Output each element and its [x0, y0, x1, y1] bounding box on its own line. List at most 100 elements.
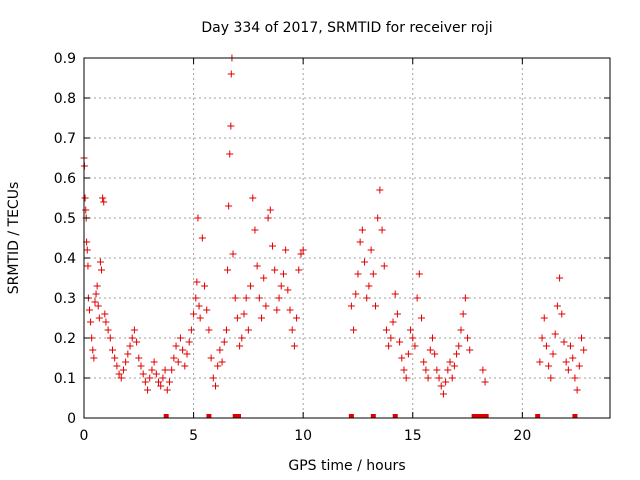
data-point: [98, 266, 106, 274]
data-point: [547, 374, 555, 382]
data-point: [347, 302, 355, 310]
data-point: [369, 270, 377, 278]
data-point: [389, 318, 397, 326]
data-point: [580, 346, 588, 354]
data-point: [575, 362, 583, 370]
data-point: [146, 374, 154, 382]
data-point: [356, 238, 364, 246]
data-point: [161, 366, 169, 374]
data-point: [453, 350, 461, 358]
data-point: [279, 270, 287, 278]
y-tick-label: 0.5: [54, 211, 76, 227]
data-point: [562, 358, 570, 366]
data-point: [413, 294, 421, 302]
data-point: [179, 346, 187, 354]
data-point: [367, 246, 375, 254]
data-point: [168, 366, 176, 374]
data-point: [216, 346, 224, 354]
gap-marker: [163, 414, 169, 418]
chart-title: Day 334 of 2017, SRMTID for receiver roj…: [201, 20, 492, 36]
data-point: [190, 310, 198, 318]
gap-marker: [572, 414, 578, 418]
data-point: [205, 326, 213, 334]
data-point: [165, 378, 173, 386]
data-point: [203, 306, 211, 314]
data-point: [227, 122, 235, 130]
data-point: [578, 334, 586, 342]
data-point: [409, 334, 417, 342]
y-tick-label: 0.3: [54, 291, 76, 307]
data-point: [196, 314, 204, 322]
data-point: [84, 262, 92, 270]
data-point: [382, 326, 390, 334]
data-point: [461, 294, 469, 302]
data-point: [277, 282, 285, 290]
data-point: [101, 310, 109, 318]
data-point: [201, 282, 209, 290]
data-point: [415, 270, 423, 278]
data-point: [262, 302, 270, 310]
y-tick-label: 0.4: [54, 251, 76, 267]
data-point: [91, 298, 99, 306]
data-point: [253, 262, 261, 270]
data-point: [247, 282, 255, 290]
data-point: [361, 258, 369, 266]
data-point: [183, 350, 191, 358]
data-point: [404, 350, 412, 358]
data-point: [260, 274, 268, 282]
gap-marker: [370, 414, 376, 418]
data-point: [549, 350, 557, 358]
data-point: [391, 290, 399, 298]
data-point: [198, 234, 206, 242]
data-point: [89, 346, 97, 354]
x-tick-label: 5: [189, 428, 198, 444]
plot-border: [83, 57, 611, 419]
data-point: [450, 362, 458, 370]
data-point: [157, 382, 165, 390]
data-point: [194, 214, 202, 222]
grid: [84, 58, 610, 418]
gap-marker: [232, 414, 238, 418]
data-point: [174, 358, 182, 366]
data-point: [102, 318, 110, 326]
data-point: [82, 206, 90, 214]
data-point: [290, 342, 298, 350]
data-point: [553, 302, 561, 310]
data-point: [128, 334, 136, 342]
data-point: [459, 310, 467, 318]
data-point: [573, 386, 581, 394]
data-point: [350, 326, 358, 334]
data-point: [411, 342, 419, 350]
data-point: [268, 242, 276, 250]
data-point: [242, 294, 250, 302]
y-tick-label: 0.6: [54, 171, 76, 187]
gap-marker: [392, 414, 398, 418]
data-point: [139, 370, 147, 378]
data-point: [371, 302, 379, 310]
data-point: [172, 342, 180, 350]
gap-marker: [206, 414, 212, 418]
data-point: [536, 358, 544, 366]
data-point: [122, 358, 130, 366]
data-point: [96, 258, 104, 266]
data-point: [299, 246, 307, 254]
data-point: [83, 246, 91, 254]
data-point: [141, 378, 149, 386]
gap-markers: [163, 414, 578, 418]
data-point: [227, 70, 235, 78]
data-point: [358, 226, 366, 234]
gap-marker: [348, 414, 354, 418]
data-point: [231, 294, 239, 302]
data-point: [220, 338, 228, 346]
data-point: [106, 334, 114, 342]
data-point: [108, 346, 116, 354]
data-point: [90, 354, 98, 362]
data-point: [556, 274, 564, 282]
data-point: [81, 194, 89, 202]
data-point: [144, 386, 152, 394]
data-point: [448, 374, 456, 382]
data-point: [433, 366, 441, 374]
data-point: [542, 342, 550, 350]
data-point: [214, 362, 222, 370]
y-tick-label: 0.2: [54, 331, 76, 347]
